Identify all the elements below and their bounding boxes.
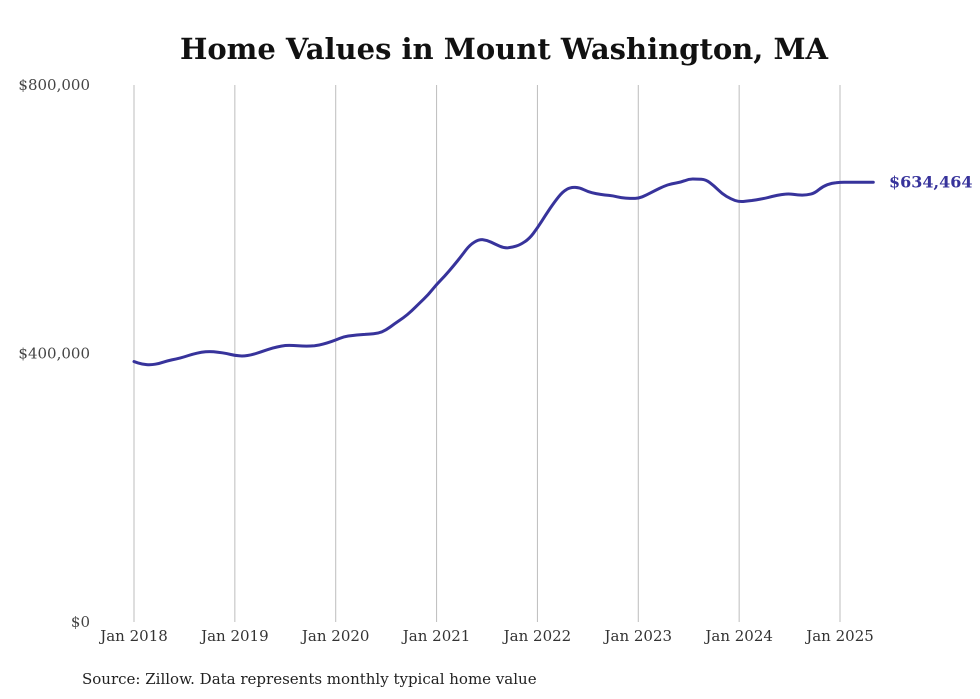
x-tick-label: Jan 2018 [98,627,168,645]
home-value-series-line [132,177,875,367]
end-value-label: $634,464 [889,172,973,191]
chart-title: Home Values in Mount Washington, MA [180,32,829,66]
x-tick-label: Jan 2024 [703,627,773,645]
y-tick-label: $800,000 [18,76,90,94]
x-tick-label: Jan 2021 [401,627,471,645]
y-tick-label: $400,000 [18,345,90,363]
x-tick-label: Jan 2020 [300,627,370,645]
y-tick-label: $0 [71,613,90,631]
x-tick-label: Jan 2025 [804,627,874,645]
x-tick-label: Jan 2023 [603,627,673,645]
y-axis-tick-labels: $0 $400,000 $800,000 [18,76,90,631]
x-axis-tick-labels: Jan 2018 Jan 2019 Jan 2020 Jan 2021 Jan 2022… [98,627,874,645]
vertical-gridlines [133,85,841,622]
x-tick-label: Jan 2019 [199,627,269,645]
source-note: Source: Zillow. Data represents monthly … [82,670,537,688]
x-tick-label: Jan 2022 [502,627,572,645]
